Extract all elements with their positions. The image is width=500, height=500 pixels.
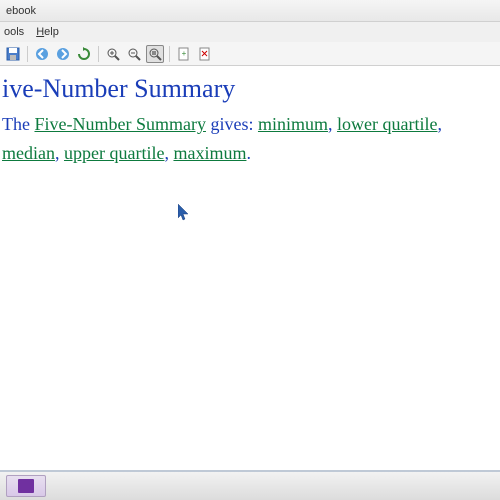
body-text: The Five-Number Summary gives: minimum, …: [2, 110, 490, 168]
taskbar-item[interactable]: [6, 475, 46, 497]
term-lower-quartile: lower quartile: [337, 114, 437, 134]
forward-icon[interactable]: [54, 45, 72, 63]
menu-help[interactable]: Help: [36, 26, 59, 38]
text-prefix: The: [2, 114, 34, 134]
menubar: ools Help: [0, 22, 500, 42]
delete-page-icon[interactable]: [196, 45, 214, 63]
text-mid: gives:: [206, 114, 258, 134]
separator: [169, 46, 170, 62]
term-median: median: [2, 143, 55, 163]
toolbar: +: [0, 42, 500, 66]
app-icon: [18, 479, 34, 493]
cursor-icon: [178, 204, 190, 222]
back-icon[interactable]: [33, 45, 51, 63]
refresh-icon[interactable]: [75, 45, 93, 63]
zoom-out-icon[interactable]: [125, 45, 143, 63]
term-maximum: maximum: [173, 143, 246, 163]
taskbar: [0, 470, 500, 500]
separator: [27, 46, 28, 62]
titlebar: ebook: [0, 0, 500, 22]
menu-tools[interactable]: ools: [4, 26, 24, 38]
term-main: Five-Number Summary: [34, 114, 205, 134]
content-area: ive-Number Summary The Five-Number Summa…: [0, 66, 500, 470]
term-upper-quartile: upper quartile: [64, 143, 164, 163]
zoom-in-icon[interactable]: [104, 45, 122, 63]
zoom-region-icon[interactable]: [146, 45, 164, 63]
svg-text:+: +: [182, 49, 187, 58]
new-page-icon[interactable]: +: [175, 45, 193, 63]
page-title: ive-Number Summary: [2, 74, 490, 104]
term-minimum: minimum: [258, 114, 328, 134]
app-window: ebook ools Help +: [0, 0, 500, 500]
window-title: ebook: [6, 5, 36, 17]
save-icon[interactable]: [4, 45, 22, 63]
separator: [98, 46, 99, 62]
